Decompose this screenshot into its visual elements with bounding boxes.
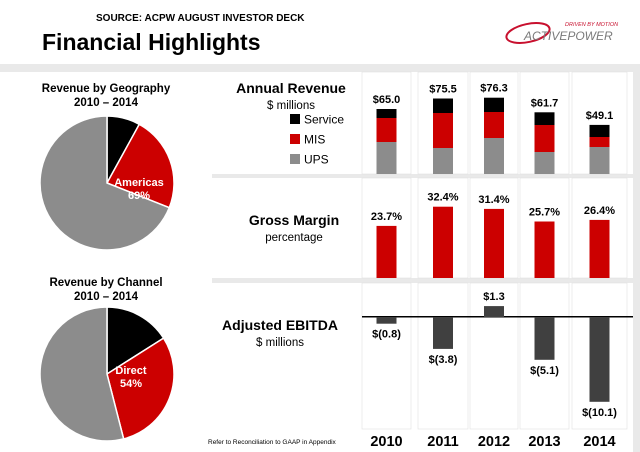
source-label: SOURCE: ACPW AUGUST INVESTOR DECK — [96, 13, 305, 24]
revenue-bar-segment — [376, 118, 397, 142]
revenue-bar-segment — [376, 109, 397, 118]
channel-pie-chart: Revenue by Channel 2010 – 2014 OEM16%IT3… — [39, 277, 175, 442]
revenue-bar-segment — [534, 112, 555, 125]
legend-label: Service — [304, 113, 344, 127]
ebitda-value-label: $(3.8) — [429, 354, 458, 366]
year-label: 2013 — [528, 434, 560, 450]
channel-pie-subtitle: 2010 – 2014 — [74, 291, 139, 303]
geography-pie-subtitle: 2010 – 2014 — [74, 97, 139, 109]
divider-band-1 — [212, 174, 640, 178]
legend-label: MIS — [304, 133, 325, 147]
legend-swatch — [290, 134, 300, 144]
pie-slice — [105, 123, 175, 209]
channel-pie-title: Revenue by Channel — [49, 277, 162, 289]
pie-slice — [39, 115, 171, 251]
revenue-total-label: $65.0 — [373, 94, 401, 106]
revenue-bar-segment — [433, 148, 453, 174]
legend-swatch — [290, 154, 300, 164]
revenue-bar-segment — [589, 124, 610, 137]
margin-title: Gross Margin — [249, 212, 339, 228]
right-edge-band — [633, 64, 640, 452]
revenue-bar-segment — [534, 152, 555, 174]
pie-slice-label: Americas — [114, 177, 164, 189]
revenue-total-label: $76.3 — [480, 83, 508, 95]
ebitda-bar — [589, 317, 610, 402]
pie-slice — [39, 306, 125, 442]
ebitda-bar — [534, 317, 555, 360]
margin-value-label: 31.4% — [478, 194, 509, 206]
revenue-bar-segment — [484, 138, 504, 174]
year-labels: 2010 2011 2012 2013 2014 — [370, 434, 615, 450]
revenue-bar-segment — [376, 142, 397, 174]
geography-pie-title: Revenue by Geography — [42, 83, 171, 95]
margin-bar — [534, 221, 555, 278]
column-panel — [469, 282, 519, 430]
revenue-bar-segment — [433, 98, 453, 113]
revenue-bar-segment — [433, 113, 453, 148]
pie-slice-value: 69% — [128, 190, 150, 202]
margin-row-labels: Gross Margin percentage — [249, 212, 339, 244]
margin-bar — [484, 208, 504, 278]
revenue-bar-segment — [589, 137, 610, 147]
ebitda-value-label: $(5.1) — [530, 365, 559, 377]
ebitda-bar — [433, 317, 453, 349]
year-label: 2014 — [583, 434, 615, 450]
margin-value-label: 25.7% — [529, 207, 560, 219]
year-label: 2010 — [370, 434, 402, 450]
ebitda-bar — [484, 306, 504, 317]
geography-pie-chart: Revenue by Geography 2010 – 2014 Asia8%E… — [39, 83, 175, 251]
ebitda-row-labels: Adjusted EBITDA $ millions — [222, 317, 338, 349]
pie-slice — [106, 337, 175, 440]
logo-tagline: DRIVEN BY MOTION — [565, 22, 618, 28]
revenue-bar-segment — [589, 147, 610, 174]
year-label: 2011 — [427, 434, 458, 450]
revenue-total-label: $75.5 — [429, 84, 457, 96]
brand-logo: DRIVEN BY MOTION ACTIVEPOWER — [505, 22, 618, 44]
margin-bar — [589, 219, 610, 278]
margin-bars: 23.7% 32.4% 31.4% 25.7% 26.4% — [371, 192, 615, 278]
logo-swoosh-icon — [505, 22, 551, 44]
year-label: 2012 — [478, 434, 510, 450]
margin-value-label: 32.4% — [427, 192, 458, 204]
revenue-bar-segment — [534, 125, 555, 152]
pie-slice-label: Direct — [115, 365, 147, 377]
margin-subtitle: percentage — [265, 232, 323, 244]
revenue-total-label: $61.7 — [531, 97, 559, 109]
column-panel — [417, 282, 469, 430]
logo-brand: ACTIVEPOWER — [523, 29, 613, 43]
margin-value-label: 23.7% — [371, 211, 402, 223]
ebitda-value-label: $(0.8) — [372, 329, 401, 341]
revenue-row-labels: Annual Revenue $ millions Service MIS UPS — [236, 80, 346, 167]
ebitda-bar — [376, 317, 397, 324]
divider-band-2 — [212, 278, 640, 283]
legend-swatch — [290, 114, 300, 124]
revenue-bar-segment — [484, 112, 504, 138]
margin-value-label: 26.4% — [584, 205, 615, 217]
ebitda-value-label: $1.3 — [483, 291, 504, 303]
pie-slice-value: 54% — [120, 378, 142, 390]
margin-bar — [376, 225, 397, 278]
header: SOURCE: ACPW AUGUST INVESTOR DECK Financ… — [42, 13, 618, 55]
ebitda-value-label: $(10.1) — [582, 407, 617, 419]
ebitda-title: Adjusted EBITDA — [222, 317, 338, 333]
revenue-bar-segment — [484, 97, 504, 112]
margin-bar — [433, 206, 453, 278]
footnote: Refer to Reconciliation to GAAP in Appen… — [208, 439, 337, 446]
legend-label: UPS — [304, 153, 329, 167]
column-panel — [361, 282, 412, 430]
revenue-bars: $65.0 $75.5 $76.3 $61.7 $49.1 — [373, 83, 614, 174]
revenue-legend: Service MIS UPS — [290, 113, 344, 167]
revenue-total-label: $49.1 — [586, 110, 614, 122]
ebitda-bars: $(0.8) $(3.8) $1.3 $(5.1) $(10.1) — [372, 291, 617, 419]
pie-slice — [106, 306, 165, 376]
header-band — [0, 64, 640, 72]
revenue-subtitle: $ millions — [267, 100, 315, 112]
revenue-title: Annual Revenue — [236, 80, 346, 96]
page-title: Financial Highlights — [42, 29, 261, 55]
ebitda-subtitle: $ millions — [256, 337, 304, 349]
